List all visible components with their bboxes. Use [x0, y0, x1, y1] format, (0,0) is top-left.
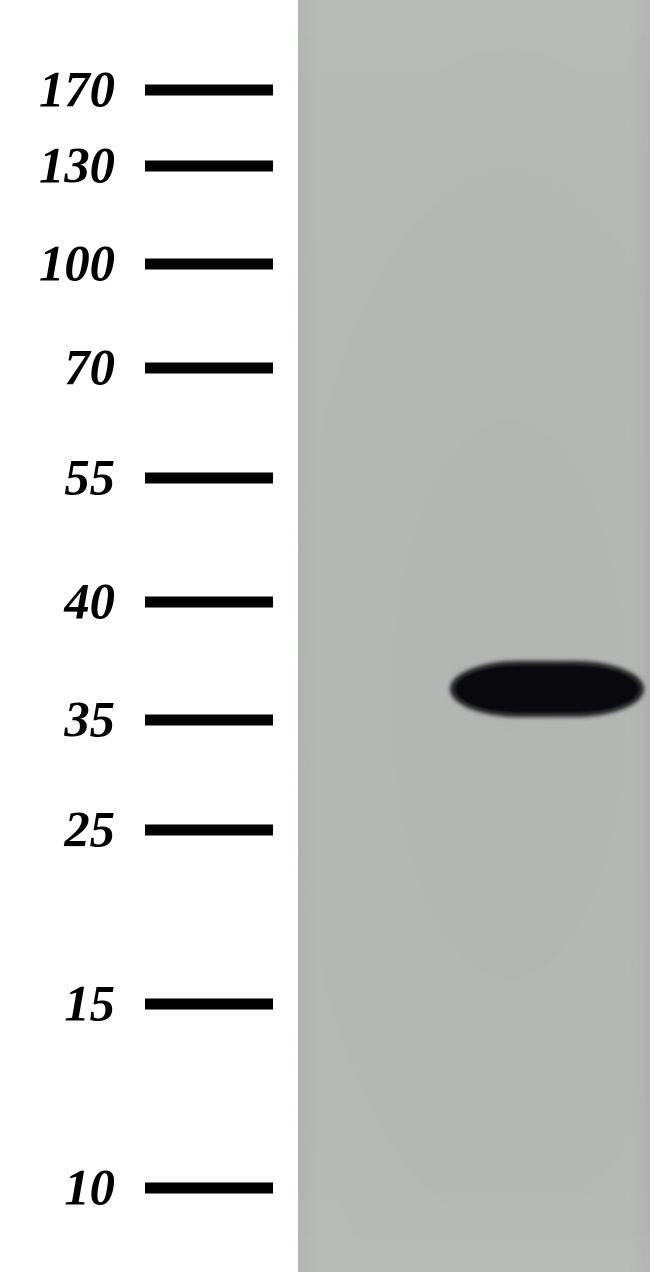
mw-marker-tick [145, 597, 273, 608]
mw-marker-tick [145, 1183, 273, 1194]
blot-band-core [456, 666, 638, 712]
mw-marker-label: 15 [64, 979, 115, 1030]
mw-marker-label: 35 [64, 695, 115, 746]
western-blot-lane [298, 0, 650, 1272]
mw-marker-tick [145, 259, 273, 270]
mw-marker-label: 55 [64, 453, 115, 504]
mw-marker-label: 25 [64, 805, 115, 856]
mw-marker-label: 130 [39, 141, 115, 192]
mw-marker-tick [145, 363, 273, 374]
figure-root: 170 130 100 70 55 40 35 25 15 10 [0, 0, 650, 1272]
mw-marker-label: 170 [39, 65, 115, 116]
mw-marker-tick [145, 999, 273, 1010]
mw-marker-label: 70 [64, 343, 115, 394]
mw-marker-label: 100 [39, 239, 115, 290]
mw-marker-tick [145, 161, 273, 172]
mw-marker-label: 40 [64, 577, 115, 628]
mw-marker-tick [145, 715, 273, 726]
mw-marker-label: 10 [64, 1163, 115, 1214]
mw-marker-tick [145, 473, 273, 484]
mw-marker-tick [145, 825, 273, 836]
mw-marker-tick [145, 85, 273, 96]
